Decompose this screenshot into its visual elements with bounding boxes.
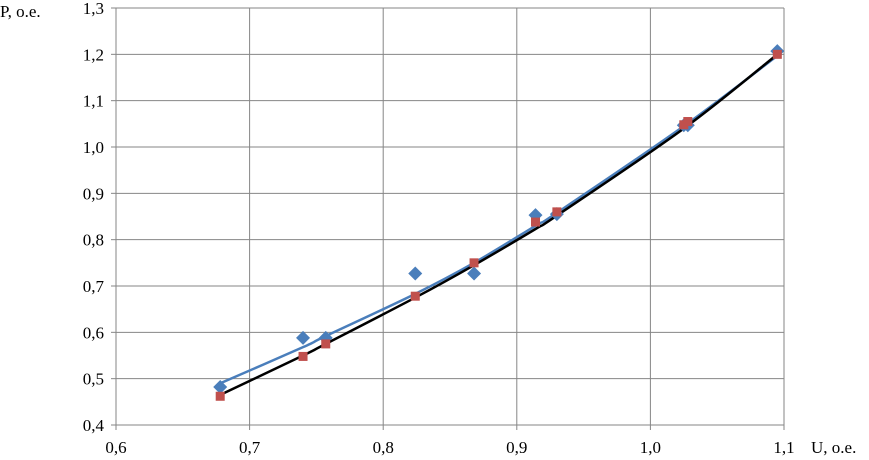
x-tick-label: 1,0 bbox=[640, 438, 661, 457]
x-tick-label: 0,7 bbox=[239, 438, 261, 457]
data-point-square bbox=[215, 391, 225, 401]
data-point-square bbox=[469, 258, 479, 268]
data-point-diamond bbox=[213, 380, 228, 395]
data-point-diamond bbox=[296, 330, 311, 345]
data-point-square bbox=[772, 49, 782, 59]
y-tick-label: 0,5 bbox=[83, 370, 104, 389]
y-tick-label: 0,8 bbox=[83, 231, 104, 250]
x-tick-label: 0,9 bbox=[506, 438, 527, 457]
y-tick-label: 1,3 bbox=[83, 0, 104, 18]
data-point-square bbox=[683, 117, 693, 127]
x-tick-label: 0,6 bbox=[105, 438, 126, 457]
x-tick-label: 1,1 bbox=[773, 438, 794, 457]
data-point-square bbox=[531, 217, 541, 227]
x-tick-label: 0,8 bbox=[373, 438, 394, 457]
data-points bbox=[213, 44, 785, 401]
data-point-square bbox=[552, 207, 562, 217]
axes bbox=[111, 7, 785, 430]
data-point-square bbox=[410, 291, 420, 301]
y-tick-label: 0,6 bbox=[83, 323, 104, 342]
data-point-diamond bbox=[408, 266, 423, 281]
data-point-diamond bbox=[467, 266, 482, 281]
trendline-2 bbox=[219, 53, 779, 397]
data-point-square bbox=[321, 339, 331, 349]
y-tick-label: 1,2 bbox=[83, 45, 104, 64]
y-axis-title: P, o.e. bbox=[0, 2, 41, 21]
data-point-square bbox=[298, 351, 308, 361]
y-tick-label: 0,4 bbox=[83, 416, 105, 435]
y-tick-label: 0,9 bbox=[83, 184, 104, 203]
grid bbox=[116, 7, 785, 425]
y-tick-label: 1,1 bbox=[83, 92, 104, 111]
y-tick-label: 0,7 bbox=[83, 277, 105, 296]
y-tick-label: 1,0 bbox=[83, 138, 104, 157]
x-axis-title: U, o.e. bbox=[811, 438, 856, 457]
tick-labels: 0,4 0,5 0,6 0,7 0,8 0,9 1,0 1,1 1,2 1,3 0,6 0,7 0,8 0… bbox=[83, 0, 795, 457]
trendlines bbox=[219, 53, 779, 397]
trendline-1 bbox=[219, 54, 779, 385]
